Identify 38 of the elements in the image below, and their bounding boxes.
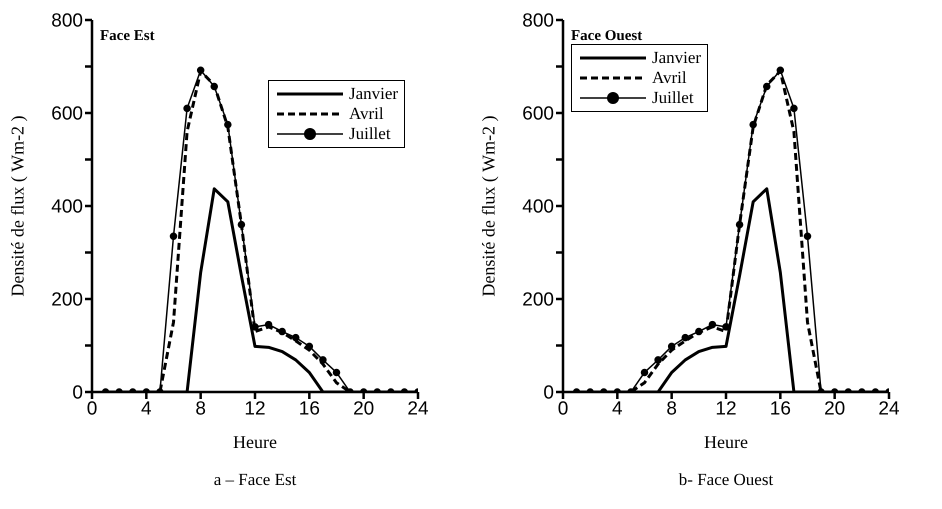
legend-label: Juillet [652, 88, 694, 108]
x-tick-label: 24 [407, 398, 429, 420]
y-tick-label: 600 [522, 104, 554, 125]
text: Face Est [100, 28, 155, 45]
x-tick-label: 12 [244, 398, 266, 420]
x-tick-label: 8 [195, 398, 206, 420]
legend-label: Juillet [349, 124, 391, 144]
y-tick-label: 400 [522, 196, 554, 218]
x-tick-label: 20 [353, 398, 374, 420]
y-axis-title: Densité de flux ( Wm-2 ) [478, 115, 500, 297]
x-tick-label: 0 [558, 398, 568, 420]
x-tick-label: 16 [298, 398, 320, 420]
legend-label: Janvier [349, 84, 398, 104]
x-axis-title: Heure [232, 432, 278, 453]
y-tick-label: 0 [543, 382, 554, 404]
x-tick-label: 24 [878, 398, 900, 420]
y-tick-label: 200 [51, 290, 83, 311]
y-tick-label: 800 [51, 10, 83, 32]
x-tick-label: 8 [666, 398, 677, 420]
y-axis-title: Densité de flux ( Wm-2 ) [8, 115, 28, 297]
y-tick-label: 800 [522, 10, 554, 32]
x-tick-label: 12 [715, 398, 737, 420]
legend-label: Avril [652, 68, 687, 88]
x-axis-title: Heure [703, 432, 749, 453]
x-tick-label: 4 [612, 398, 624, 420]
text: a – Face Est [212, 470, 298, 490]
x-tick-label: 4 [141, 398, 152, 420]
x-tick-label: 0 [86, 398, 98, 420]
y-tick-label: 600 [51, 104, 83, 125]
legend-label: Avril [349, 104, 384, 124]
y-tick-label: 0 [72, 382, 83, 404]
y-tick-label: 200 [522, 290, 554, 311]
text: Face Ouest [571, 28, 642, 45]
y-tick-label: 400 [51, 196, 83, 218]
x-tick-label: 16 [770, 398, 791, 420]
x-tick-label: 20 [824, 398, 846, 420]
text: b- Face Ouest [678, 470, 774, 490]
legend-label: Janvier [652, 48, 702, 68]
